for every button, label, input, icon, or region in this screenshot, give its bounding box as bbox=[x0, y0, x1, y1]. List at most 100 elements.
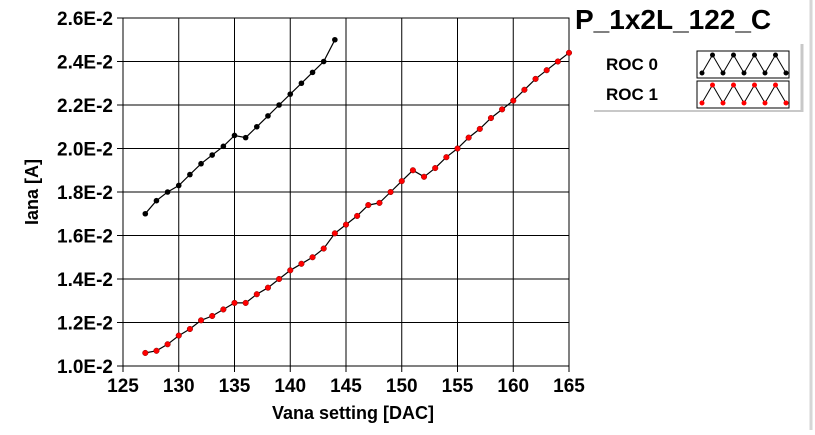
legend-swatch-point bbox=[752, 52, 757, 58]
data-point bbox=[543, 67, 550, 74]
data-point bbox=[209, 152, 215, 158]
data-point bbox=[164, 341, 171, 348]
x-tick-label: 140 bbox=[274, 376, 306, 397]
data-point bbox=[499, 106, 506, 113]
y-tick-label: 2.0E-2 bbox=[57, 140, 113, 161]
data-point bbox=[231, 132, 238, 139]
data-point bbox=[554, 58, 561, 65]
x-tick-label: 130 bbox=[163, 376, 195, 397]
data-point bbox=[376, 199, 383, 206]
data-point bbox=[309, 69, 316, 76]
data-point bbox=[142, 210, 149, 217]
legend-swatch-point bbox=[741, 100, 747, 106]
data-point bbox=[287, 91, 294, 97]
legend-swatch-point bbox=[699, 100, 705, 106]
data-point bbox=[510, 97, 517, 104]
data-point bbox=[421, 173, 428, 180]
grid bbox=[122, 17, 570, 367]
legend-swatch-point bbox=[773, 82, 778, 88]
data-point bbox=[298, 260, 305, 267]
legend: ROC 0 ROC 1 bbox=[594, 44, 804, 112]
data-point bbox=[164, 189, 171, 195]
data-point bbox=[476, 125, 483, 132]
data-point bbox=[276, 102, 282, 108]
series-layer bbox=[142, 36, 573, 357]
data-point bbox=[309, 254, 316, 261]
legend-swatch-point bbox=[699, 70, 705, 76]
legend-swatch-point bbox=[710, 82, 715, 88]
y-tick-label: 2.6E-2 bbox=[57, 9, 113, 30]
legend-swatch-point bbox=[783, 100, 789, 106]
x-tick-label: 155 bbox=[442, 376, 474, 397]
x-tick-label: 150 bbox=[386, 376, 418, 397]
data-point bbox=[231, 299, 238, 306]
data-point bbox=[487, 115, 495, 122]
data-point bbox=[220, 143, 227, 150]
data-point bbox=[532, 75, 539, 82]
legend-swatch-point bbox=[773, 52, 778, 58]
data-point bbox=[276, 275, 283, 283]
legend-item-0: ROC 0 bbox=[606, 50, 790, 79]
series-1 bbox=[142, 49, 573, 357]
data-point bbox=[198, 160, 204, 167]
legend-swatch-point bbox=[710, 52, 715, 58]
data-point bbox=[153, 347, 160, 354]
legend-label: ROC 0 bbox=[606, 55, 658, 74]
data-point bbox=[320, 58, 327, 65]
data-point bbox=[264, 284, 272, 291]
chart-title: P_1x2L_122_C bbox=[575, 4, 771, 35]
data-point bbox=[242, 134, 249, 141]
data-point bbox=[209, 312, 216, 320]
y-tick-label: 1.8E-2 bbox=[57, 183, 113, 204]
y-tick-label: 1.0E-2 bbox=[57, 357, 113, 378]
legend-swatch-point bbox=[762, 100, 768, 106]
y-tick-label: 2.2E-2 bbox=[57, 96, 113, 117]
x-tick-label: 145 bbox=[330, 376, 362, 397]
data-point bbox=[175, 182, 182, 189]
data-point bbox=[398, 178, 405, 185]
legend-swatch-point bbox=[752, 82, 757, 88]
data-point bbox=[287, 267, 294, 274]
data-point bbox=[220, 306, 227, 313]
legend-swatch-point bbox=[720, 70, 726, 76]
legend-swatch-point bbox=[762, 70, 768, 76]
data-point bbox=[365, 202, 372, 209]
x-axis-label: Vana setting [DAC] bbox=[272, 403, 434, 423]
data-point bbox=[409, 167, 416, 174]
legend-swatch-point bbox=[741, 70, 747, 76]
data-point bbox=[242, 299, 249, 306]
y-tick-label: 2.4E-2 bbox=[57, 53, 113, 74]
data-point bbox=[354, 212, 361, 219]
legend-label: ROC 1 bbox=[606, 85, 658, 104]
data-point bbox=[186, 325, 193, 333]
series-line bbox=[145, 52, 570, 354]
series-line bbox=[144, 39, 336, 215]
data-point bbox=[153, 197, 160, 204]
data-point bbox=[454, 145, 461, 152]
data-point bbox=[443, 154, 450, 161]
y-tick-label: 1.2E-2 bbox=[57, 314, 113, 335]
data-point bbox=[465, 134, 472, 141]
data-point bbox=[432, 165, 439, 172]
data-point bbox=[253, 291, 260, 298]
legend-swatch-point bbox=[731, 82, 736, 88]
legend-item-1: ROC 1 bbox=[606, 80, 790, 109]
data-point bbox=[187, 171, 193, 178]
data-point bbox=[387, 188, 394, 196]
legend-swatch-point bbox=[731, 52, 736, 58]
data-point bbox=[332, 36, 338, 43]
data-point bbox=[565, 49, 573, 56]
legend-swatch-point bbox=[783, 70, 789, 76]
x-tick-label: 160 bbox=[497, 376, 529, 397]
x-tick-label: 135 bbox=[219, 376, 251, 397]
x-tick-label: 165 bbox=[553, 376, 585, 397]
data-point bbox=[342, 221, 350, 228]
data-point bbox=[198, 317, 205, 324]
y-tick-label: 1.6E-2 bbox=[57, 227, 113, 248]
data-point bbox=[521, 86, 528, 93]
data-point bbox=[320, 245, 327, 252]
data-point bbox=[253, 123, 260, 130]
y-axis-label: Iana [A] bbox=[22, 159, 42, 225]
